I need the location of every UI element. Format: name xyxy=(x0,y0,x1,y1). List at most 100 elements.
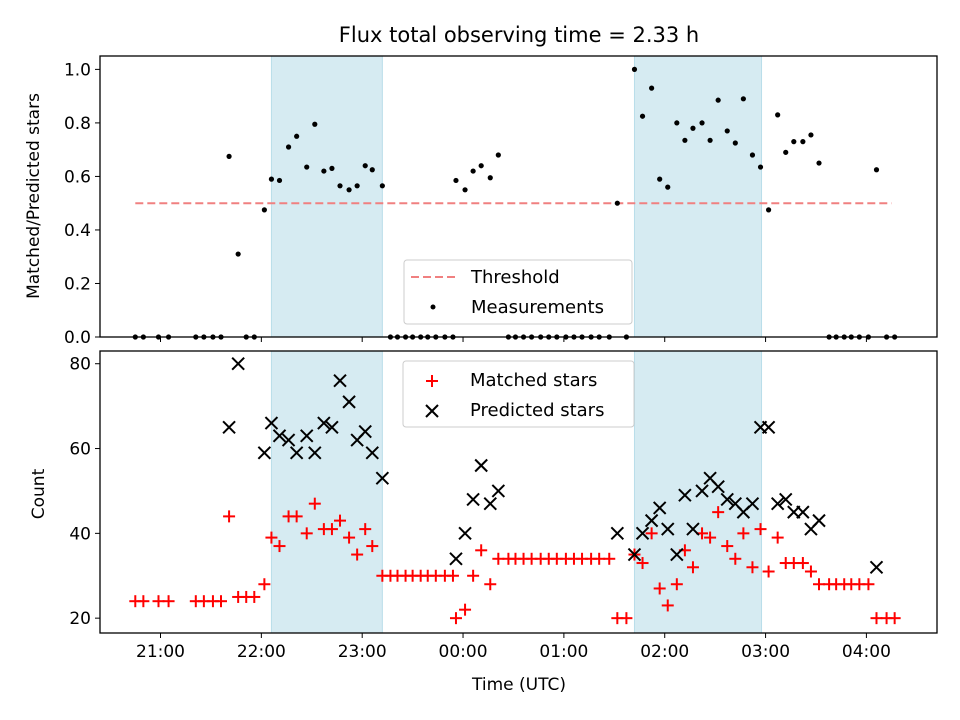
matched-point xyxy=(484,578,497,591)
x-tick-label: 21:00 xyxy=(136,642,185,662)
matched-point xyxy=(152,595,165,608)
predicted-point xyxy=(779,492,793,507)
shaded-interval xyxy=(633,350,763,634)
legend-measurements-label: Measurements xyxy=(471,297,604,318)
matched-point xyxy=(258,578,271,591)
predicted-point xyxy=(474,458,488,473)
x-tick-label: 23:00 xyxy=(338,642,387,662)
bottom-legend: Matched stars Predicted stars xyxy=(402,360,635,428)
predicted-point xyxy=(661,522,675,536)
x-tick-label: 00:00 xyxy=(439,642,488,662)
matched-point xyxy=(492,552,505,565)
measurement-point xyxy=(791,139,797,145)
predicted-point xyxy=(652,501,667,515)
measurement-point xyxy=(732,140,738,146)
measurement-point xyxy=(268,176,275,182)
matched-point xyxy=(351,548,364,561)
measurement-point xyxy=(346,187,352,193)
matched-point xyxy=(449,612,462,625)
predicted-point xyxy=(770,496,785,511)
y-tick-label: 0.6 xyxy=(64,167,91,187)
legend-measurements-swatch xyxy=(430,304,436,310)
measurement-point xyxy=(362,163,368,169)
legend-threshold-label: Threshold xyxy=(470,267,560,288)
predicted-point xyxy=(325,420,339,435)
matched-point xyxy=(645,527,658,540)
y-tick-label: 40 xyxy=(69,524,91,544)
top-plot-frame xyxy=(99,55,938,338)
predicted-point xyxy=(231,357,245,371)
measurement-point xyxy=(495,152,501,158)
predicted-point xyxy=(711,479,725,494)
measurement-point xyxy=(808,132,814,138)
measurement-point xyxy=(715,97,721,103)
predicted-point xyxy=(761,420,776,435)
top-y-ticks: 0.0 0.2 0.4 0.6 0.8 1.0 xyxy=(64,60,100,348)
matched-point xyxy=(661,599,674,612)
measurement-point xyxy=(690,125,696,131)
measurement-point xyxy=(783,149,789,155)
predicted-point xyxy=(869,560,884,574)
predicted-point xyxy=(272,429,287,443)
matched-point xyxy=(737,527,750,540)
predicted-point xyxy=(678,488,692,502)
predicted-point xyxy=(745,496,760,511)
measurement-point xyxy=(724,128,730,134)
predicted-point xyxy=(365,446,379,460)
matched-point xyxy=(686,561,699,574)
measurement-point xyxy=(470,168,476,174)
measurement-point xyxy=(816,160,822,166)
matched-point xyxy=(467,569,480,582)
legend-matched-swatch xyxy=(426,375,438,387)
y-tick-label: 0.2 xyxy=(64,274,91,294)
predicted-point xyxy=(483,496,497,511)
matched-point xyxy=(300,527,313,540)
matched-point xyxy=(475,544,488,557)
measurement-point xyxy=(312,121,318,127)
predicted-point xyxy=(222,420,236,435)
chart-title: Flux total observing time = 2.33 h xyxy=(339,23,699,47)
matched-point xyxy=(343,531,356,544)
measurement-point xyxy=(354,183,360,189)
predicted-point xyxy=(289,446,304,460)
measurement-point xyxy=(321,168,327,174)
measurement-point xyxy=(873,167,880,173)
measurement-point xyxy=(453,177,459,184)
matched-point xyxy=(223,510,236,523)
matched-point xyxy=(308,497,321,510)
predicted-point xyxy=(308,446,322,460)
measurement-point xyxy=(740,96,746,102)
predicted-point xyxy=(670,547,684,562)
predicted-point xyxy=(627,547,642,562)
matched-point xyxy=(620,612,633,625)
top-legend-box xyxy=(403,259,633,325)
measurement-point xyxy=(285,144,292,150)
matched-point xyxy=(804,565,817,578)
top-panel-ratio: 0.0 0.2 0.4 0.6 0.8 1.0 Matched/Predicted sta… xyxy=(24,55,938,348)
x-tick-label: 03:00 xyxy=(741,642,790,662)
measurement-point xyxy=(337,183,343,189)
y-tick-label: 1.0 xyxy=(64,60,91,80)
measurement-point xyxy=(614,200,620,206)
measurement-point xyxy=(682,137,688,143)
measurement-point xyxy=(276,177,283,184)
matched-point xyxy=(265,531,278,544)
measurement-point xyxy=(294,133,300,139)
predicted-point xyxy=(342,395,356,409)
predicted-point xyxy=(491,484,506,498)
measurement-point xyxy=(369,167,375,173)
x-axis-label: Time (UTC) xyxy=(471,675,566,695)
matched-point xyxy=(137,595,150,608)
predicted-point xyxy=(610,526,625,541)
y-tick-label: 60 xyxy=(69,440,91,460)
bottom-plot-frame xyxy=(99,350,938,634)
predicted-point xyxy=(257,446,272,460)
shaded-interval xyxy=(270,350,383,634)
predicted-point xyxy=(720,492,734,507)
bottom-legend-box xyxy=(402,360,635,428)
y-tick-label: 0.8 xyxy=(64,114,91,134)
measurement-point xyxy=(261,207,267,213)
matched-point xyxy=(248,590,261,603)
x-tick-label: 01:00 xyxy=(539,642,588,662)
